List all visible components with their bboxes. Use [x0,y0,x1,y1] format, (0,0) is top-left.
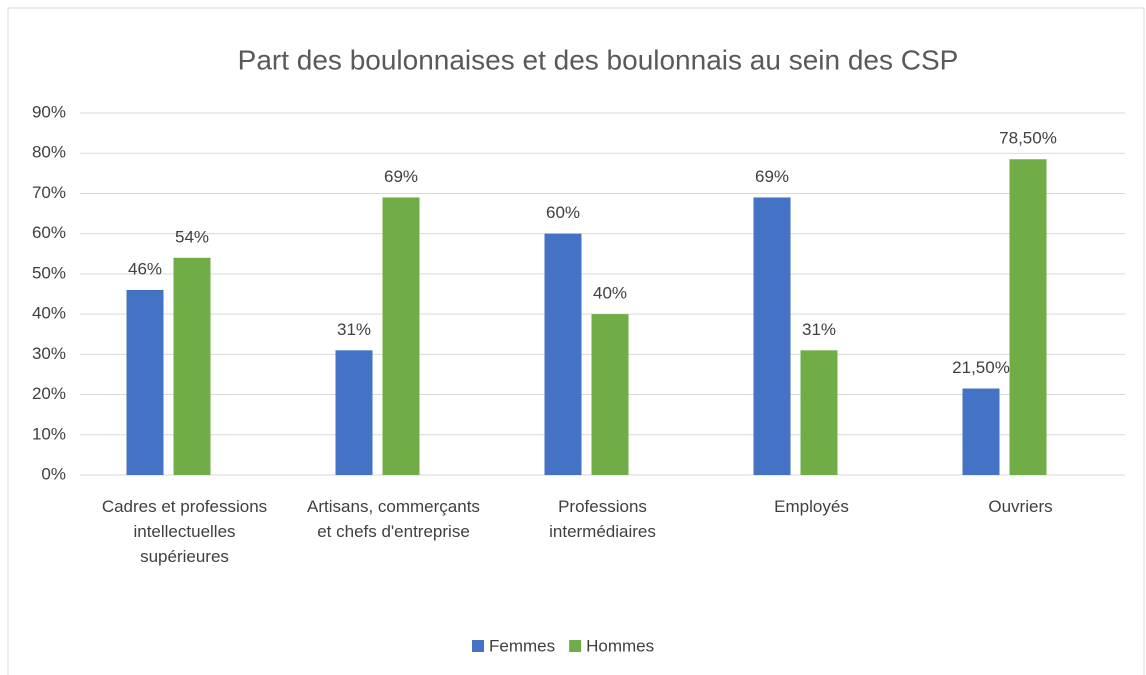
y-tick-label: 20% [32,384,66,403]
y-tick-label: 80% [32,143,66,162]
bar [800,350,838,475]
y-tick-label: 60% [32,223,66,242]
legend-swatch [569,640,582,652]
data-label: 54% [175,227,209,246]
x-tick-label: Artisans, commerçants et chefs d'entrepr… [307,497,480,541]
bar [544,233,582,475]
bar [173,257,211,475]
bar [591,314,629,475]
y-tick-label: 30% [32,344,66,363]
x-tick-label: Cadres et professions intellectuelles su… [101,497,268,566]
y-tick-label: 70% [32,183,66,202]
data-label: 60% [546,203,580,222]
data-label: 40% [593,284,627,303]
data-label: 69% [755,167,789,186]
data-label: 69% [384,167,418,186]
bar [335,350,373,475]
x-tick-label: Employés [774,497,849,516]
legend-swatch [472,640,484,652]
data-label: 31% [337,320,371,339]
y-tick-label: 90% [32,102,66,121]
bar [126,289,164,475]
y-tick-label: 10% [32,424,66,443]
data-label: 46% [128,259,162,278]
data-label: 21,50% [952,358,1010,377]
x-tick-label: Professions intermédiaires [549,497,656,541]
data-label: 78,50% [999,129,1057,148]
bar [1009,159,1047,475]
bar [753,197,791,475]
bar [382,197,420,475]
x-tick-label: Ouvriers [988,497,1053,516]
bar [962,388,1000,475]
y-tick-label: 0% [41,464,66,483]
y-tick-label: 50% [32,263,66,282]
data-label: 31% [802,320,836,339]
chart-title: Part des boulonnaises et des boulonnais … [238,44,959,75]
legend-label: Femmes [489,636,555,655]
legend-label: Hommes [586,636,654,655]
y-tick-label: 40% [32,304,66,323]
